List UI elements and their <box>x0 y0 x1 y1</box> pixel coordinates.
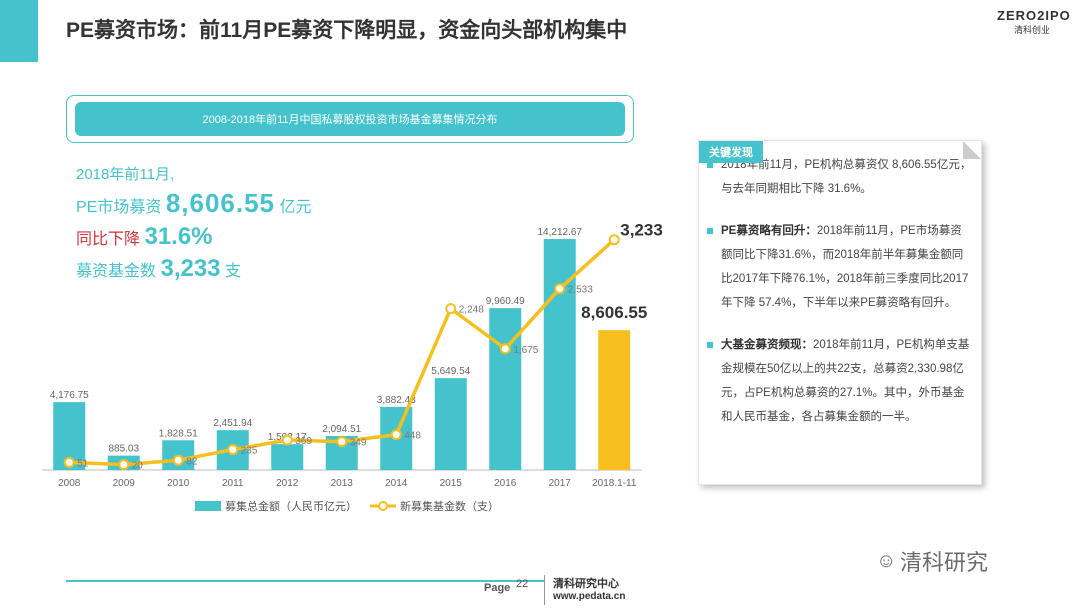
bullet-square-icon <box>707 162 713 168</box>
bar-value-label: 5,649.54 <box>431 366 470 377</box>
key-findings-panel: 2018年前11月，PE机构总募资仅 8,606.55亿元，与去年同期相比下降 … <box>698 140 982 485</box>
x-tick-label: 2018.1-11 <box>592 478 637 489</box>
logo-text: ZERO2IPO <box>997 8 1071 23</box>
line-point <box>608 234 620 246</box>
wechat-icon: ☺ <box>876 550 897 572</box>
x-tick-label: 2008 <box>58 478 81 489</box>
x-tick-label: 2014 <box>385 478 408 489</box>
footer-separator <box>544 575 545 605</box>
bar-value-label: 9,960.49 <box>486 296 525 307</box>
website-link[interactable]: www.pedata.cn <box>553 591 626 602</box>
x-tick-label: 2010 <box>167 478 190 489</box>
brand-logo: ZERO2IPO 清科创业 <box>997 8 1071 36</box>
line-point <box>336 436 348 448</box>
finding-item: 2018年前11月，PE机构总募资仅 8,606.55亿元，与去年同期相比下降 … <box>707 153 973 201</box>
bar <box>271 444 304 470</box>
bar-value-label: 885.03 <box>108 444 139 455</box>
finding-text: 2018年前11月，PE机构总募资仅 8,606.55亿元，与去年同期相比下降 … <box>721 159 972 195</box>
line-point <box>63 456 75 468</box>
page-title: PE募资市场：前11月PE募资下降明显，资金向头部机构集中 <box>66 19 628 42</box>
fundraising-chart: 4,176.75 2008 885.03 2009 1,828.51 2010 2,451.… <box>42 221 663 513</box>
stats-period: 2018年前11月, <box>76 166 175 183</box>
stats-yoy-row: 同比下降 31.6% <box>76 223 312 251</box>
page-fold-corner <box>963 141 981 159</box>
watermark-text: 清科研究 <box>900 550 989 575</box>
funds-unit: 支 <box>224 263 241 280</box>
bar <box>598 330 631 470</box>
line-value-label: 82 <box>186 456 198 467</box>
x-tick-label: 2015 <box>440 478 463 489</box>
line-value-label: 3,233 <box>620 221 663 240</box>
line-value-label: 1,675 <box>513 345 538 356</box>
raise-value: 8,606.55 <box>165 188 276 218</box>
chart-title-banner: 2008-2018年前11月中国私募股权投资市场基金募集情况分布 <box>66 95 634 143</box>
yoy-label: 同比下降 <box>76 231 141 248</box>
raise-unit: 亿元 <box>279 199 312 216</box>
line-value-label: 448 <box>404 431 421 442</box>
funds-value: 3,233 <box>160 255 221 282</box>
page-number: 22 <box>516 578 529 590</box>
line-point <box>390 429 402 441</box>
line-value-label: 369 <box>295 436 312 447</box>
x-tick-label: 2012 <box>276 478 299 489</box>
legend-line-marker <box>378 501 388 511</box>
bar <box>543 239 576 470</box>
raise-label: PE市场募资 <box>76 199 162 216</box>
line-point <box>118 459 130 471</box>
x-tick-label: 2016 <box>494 478 517 489</box>
line-value-label: 20 <box>132 461 144 472</box>
bar-value-label: 3,882.43 <box>377 395 416 406</box>
legend-line-label: 新募集基金数（支） <box>400 499 499 513</box>
line-point <box>227 444 239 456</box>
findings-tab: 关键发现 <box>699 141 763 163</box>
page-label: Page <box>484 582 511 594</box>
bullet-square-icon <box>707 228 713 234</box>
line-value-label: 235 <box>241 446 258 457</box>
bar-value-label: 4,176.75 <box>50 390 89 401</box>
bar-value-label: 1,828.51 <box>159 428 198 439</box>
x-tick-label: 2013 <box>331 478 354 489</box>
logo-subtext: 清科创业 <box>1013 25 1050 35</box>
bar-value-label: 14,212.67 <box>538 227 583 238</box>
line-point <box>281 434 293 446</box>
chart-title: 2008-2018年前11月中国私募股权投资市场基金募集情况分布 <box>75 102 625 136</box>
stats-funds-row: 募资基金数 3,233 支 <box>76 255 312 283</box>
bar-value-label: 2,094.51 <box>322 424 361 435</box>
x-tick-label: 2009 <box>113 478 136 489</box>
line-point <box>172 454 184 466</box>
finding-lead: 大基金募资频现： <box>721 339 813 351</box>
line-value-label: 2,533 <box>568 285 593 296</box>
key-stats: 2018年前11月, PE市场募资 8,606.55 亿元 同比下降 31.6%… <box>76 163 312 283</box>
stats-raise-row: PE市场募资 8,606.55 亿元 <box>76 188 312 219</box>
funds-label: 募资基金数 <box>76 263 157 280</box>
bar-value-label: 2,451.94 <box>213 418 252 429</box>
x-tick-label: 2017 <box>549 478 572 489</box>
header-accent-bar <box>0 0 38 62</box>
line-value-label: 51 <box>77 458 89 469</box>
line-point <box>554 283 566 295</box>
bullet-square-icon <box>707 342 713 348</box>
x-tick-label: 2011 <box>222 478 244 489</box>
legend-bar-label: 募集总金额（人民币亿元） <box>225 499 357 513</box>
yoy-value: 31.6% <box>144 223 213 250</box>
finding-text: 2018年前11月，PE市场募资额同比下降31.6%，而2018年前半年募集金额… <box>721 225 969 309</box>
bar-value-label: 8,606.55 <box>581 303 647 322</box>
finding-item: PE募资略有回升：2018年前11月，PE市场募资额同比下降31.6%，而201… <box>707 219 973 315</box>
footer-divider-line <box>66 580 544 582</box>
line-point <box>445 303 457 315</box>
org-name: 清科研究中心 <box>553 578 619 590</box>
legend-bar-swatch <box>195 501 221 511</box>
line-value-label: 2,248 <box>459 305 484 316</box>
finding-text: 2018年前11月，PE机构单支基金规模在50亿以上的共22支，总募资2,330… <box>721 339 970 423</box>
bar <box>489 308 522 470</box>
finding-lead: PE募资略有回升： <box>721 225 817 237</box>
line-point <box>499 343 511 355</box>
bar <box>434 378 467 470</box>
findings-list: 2018年前11月，PE机构总募资仅 8,606.55亿元，与去年同期相比下降 … <box>707 147 973 447</box>
finding-item: 大基金募资频现：2018年前11月，PE机构单支基金规模在50亿以上的共22支，… <box>707 333 973 429</box>
line-value-label: 349 <box>350 438 367 449</box>
